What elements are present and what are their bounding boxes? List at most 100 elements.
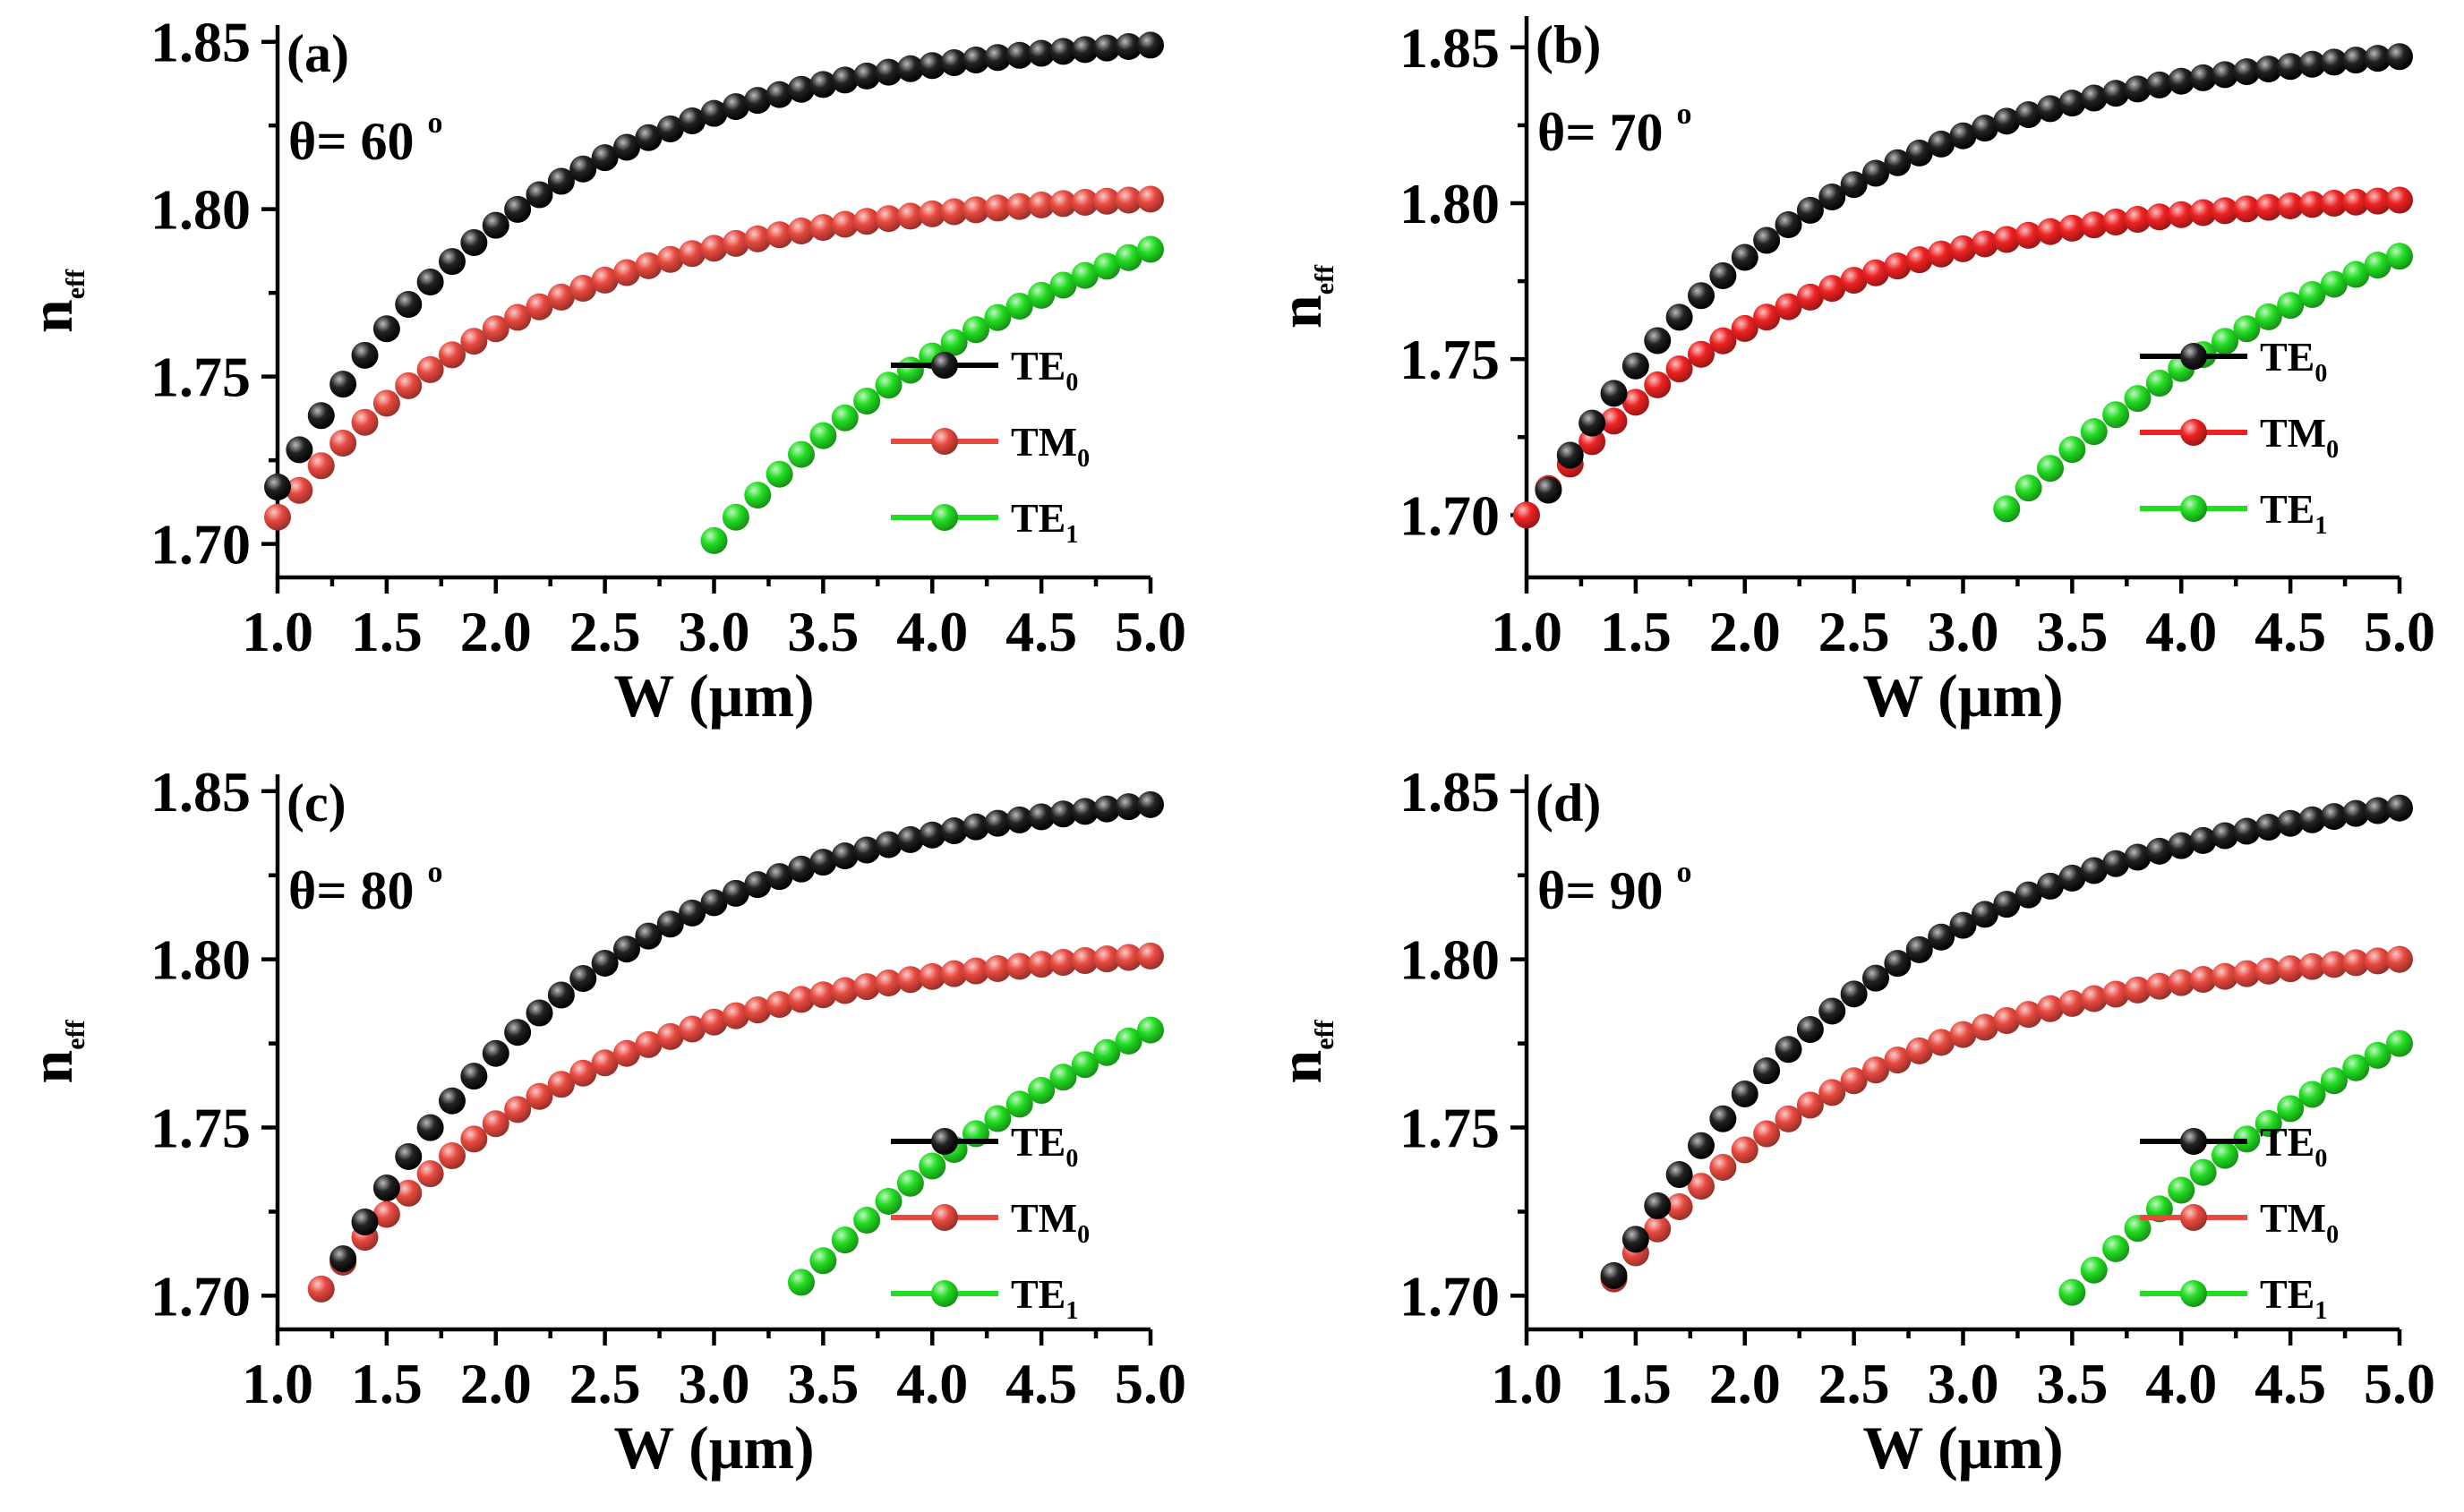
- data-point: [1688, 1173, 1715, 1200]
- data-point: [2080, 84, 2108, 112]
- data-point: [1556, 441, 1584, 469]
- data-point: [766, 460, 793, 488]
- y-tick-label: 1.70: [150, 513, 251, 577]
- data-point: [1644, 1192, 1672, 1219]
- data-point: [264, 474, 291, 501]
- data-point: [504, 303, 532, 331]
- series-TE0: [264, 31, 1164, 501]
- data-point: [2102, 401, 2130, 429]
- data-point: [2254, 813, 2282, 841]
- y-tick-label: 1.85: [150, 11, 251, 74]
- data-point: [809, 1247, 837, 1275]
- data-point: [1093, 1038, 1121, 1066]
- data-point: [439, 248, 466, 276]
- data-point: [2212, 1141, 2238, 1169]
- data-point: [439, 341, 466, 369]
- legend-entry-TM0: TM0: [891, 419, 1090, 473]
- data-point: [2342, 949, 2370, 977]
- data-point: [788, 440, 815, 468]
- data-point: [853, 208, 881, 235]
- data-point: [2015, 221, 2042, 249]
- data-point: [1688, 340, 1715, 368]
- chart-panel-a: 1.0 1.5 2.0 2.5 3.0 3.5 4.0 4.5 5.0 1.70 1.75 1.80 1…: [17, 11, 1186, 730]
- data-point: [307, 402, 335, 430]
- data-point: [372, 1174, 400, 1201]
- data-point: [700, 526, 728, 554]
- panel-label: (c): [287, 773, 346, 833]
- x-tick-label: 5.0: [1115, 1352, 1186, 1415]
- data-point: [2080, 211, 2108, 239]
- data-point: [2037, 995, 2064, 1022]
- data-point: [2124, 385, 2152, 413]
- y-axis-title-main: n: [1266, 295, 1334, 329]
- data-point: [2102, 209, 2130, 236]
- y-axis-title-main: n: [17, 299, 85, 333]
- x-tick-label: 4.0: [896, 1352, 968, 1415]
- y-tick-label: 1.80: [1399, 172, 1500, 235]
- legend-label-sub: 0: [1077, 1221, 1090, 1249]
- data-point: [1028, 281, 1056, 309]
- legend-marker: [931, 1128, 958, 1155]
- data-point: [526, 1082, 553, 1110]
- data-point: [1840, 267, 1868, 295]
- data-point: [962, 47, 989, 74]
- data-point: [1005, 41, 1033, 69]
- data-point: [460, 328, 488, 355]
- legend-label-sub: 1: [1065, 521, 1078, 549]
- data-point: [1644, 371, 1672, 398]
- data-point: [1071, 1051, 1099, 1079]
- data-point: [372, 389, 400, 417]
- data-point: [1621, 352, 1649, 380]
- data-point: [1137, 1016, 1164, 1044]
- data-point: [2364, 187, 2391, 215]
- data-point: [2015, 881, 2042, 909]
- legend-label-main: TM: [2260, 410, 2326, 456]
- x-tick-label: 2.5: [569, 1352, 641, 1415]
- data-point: [1993, 1007, 2021, 1035]
- series-TE1: [788, 1016, 1164, 1296]
- data-point: [1949, 122, 1977, 149]
- data-point: [2212, 328, 2238, 355]
- data-point: [853, 973, 881, 1001]
- data-point: [1709, 1153, 1737, 1181]
- data-point: [504, 1096, 532, 1123]
- data-point: [1137, 790, 1164, 818]
- data-point: [2320, 48, 2348, 76]
- legend-label: TM0: [1011, 1195, 1090, 1249]
- y-tick-label: 1.85: [1399, 760, 1500, 824]
- data-point: [439, 1087, 466, 1115]
- axes: [1510, 774, 2402, 1345]
- data-point: [2212, 61, 2238, 89]
- legend-label-sub: 0: [1065, 1145, 1078, 1173]
- y-axis-title: neff: [17, 269, 90, 333]
- data-point: [2254, 957, 2282, 985]
- data-point: [722, 879, 749, 907]
- data-point: [591, 144, 619, 172]
- legend-label-sub: 0: [2314, 1145, 2327, 1173]
- data-point: [2364, 45, 2391, 73]
- data-point: [2080, 1256, 2108, 1284]
- series-TM0: [1600, 945, 2413, 1293]
- data-point: [526, 181, 553, 209]
- data-point: [1028, 39, 1056, 67]
- x-tick-label: 4.5: [1005, 600, 1077, 663]
- data-point: [2189, 64, 2217, 91]
- data-point: [1093, 34, 1121, 62]
- chart-panel-b: 1.0 1.5 2.0 2.5 3.0 3.5 4.0 4.5 5.0 1.70 1.75 1.80 1…: [1266, 15, 2435, 730]
- data-point: [1905, 139, 1933, 167]
- data-point: [788, 217, 815, 244]
- x-tick-label: 3.5: [787, 600, 859, 663]
- data-point: [1753, 1120, 1781, 1148]
- data-point: [2058, 436, 2086, 464]
- data-point: [635, 1030, 663, 1058]
- data-point: [2212, 962, 2238, 990]
- data-point: [635, 124, 663, 151]
- legend-label-main: TE: [2260, 334, 2314, 380]
- data-point: [940, 960, 968, 987]
- panel-label: (d): [1536, 773, 1601, 833]
- data-point: [875, 970, 903, 997]
- axes: [1510, 16, 2402, 594]
- y-tick-label: 1.80: [1399, 928, 1500, 992]
- angle-label-main: θ= 70: [1537, 103, 1677, 162]
- data-point: [1600, 1261, 1628, 1289]
